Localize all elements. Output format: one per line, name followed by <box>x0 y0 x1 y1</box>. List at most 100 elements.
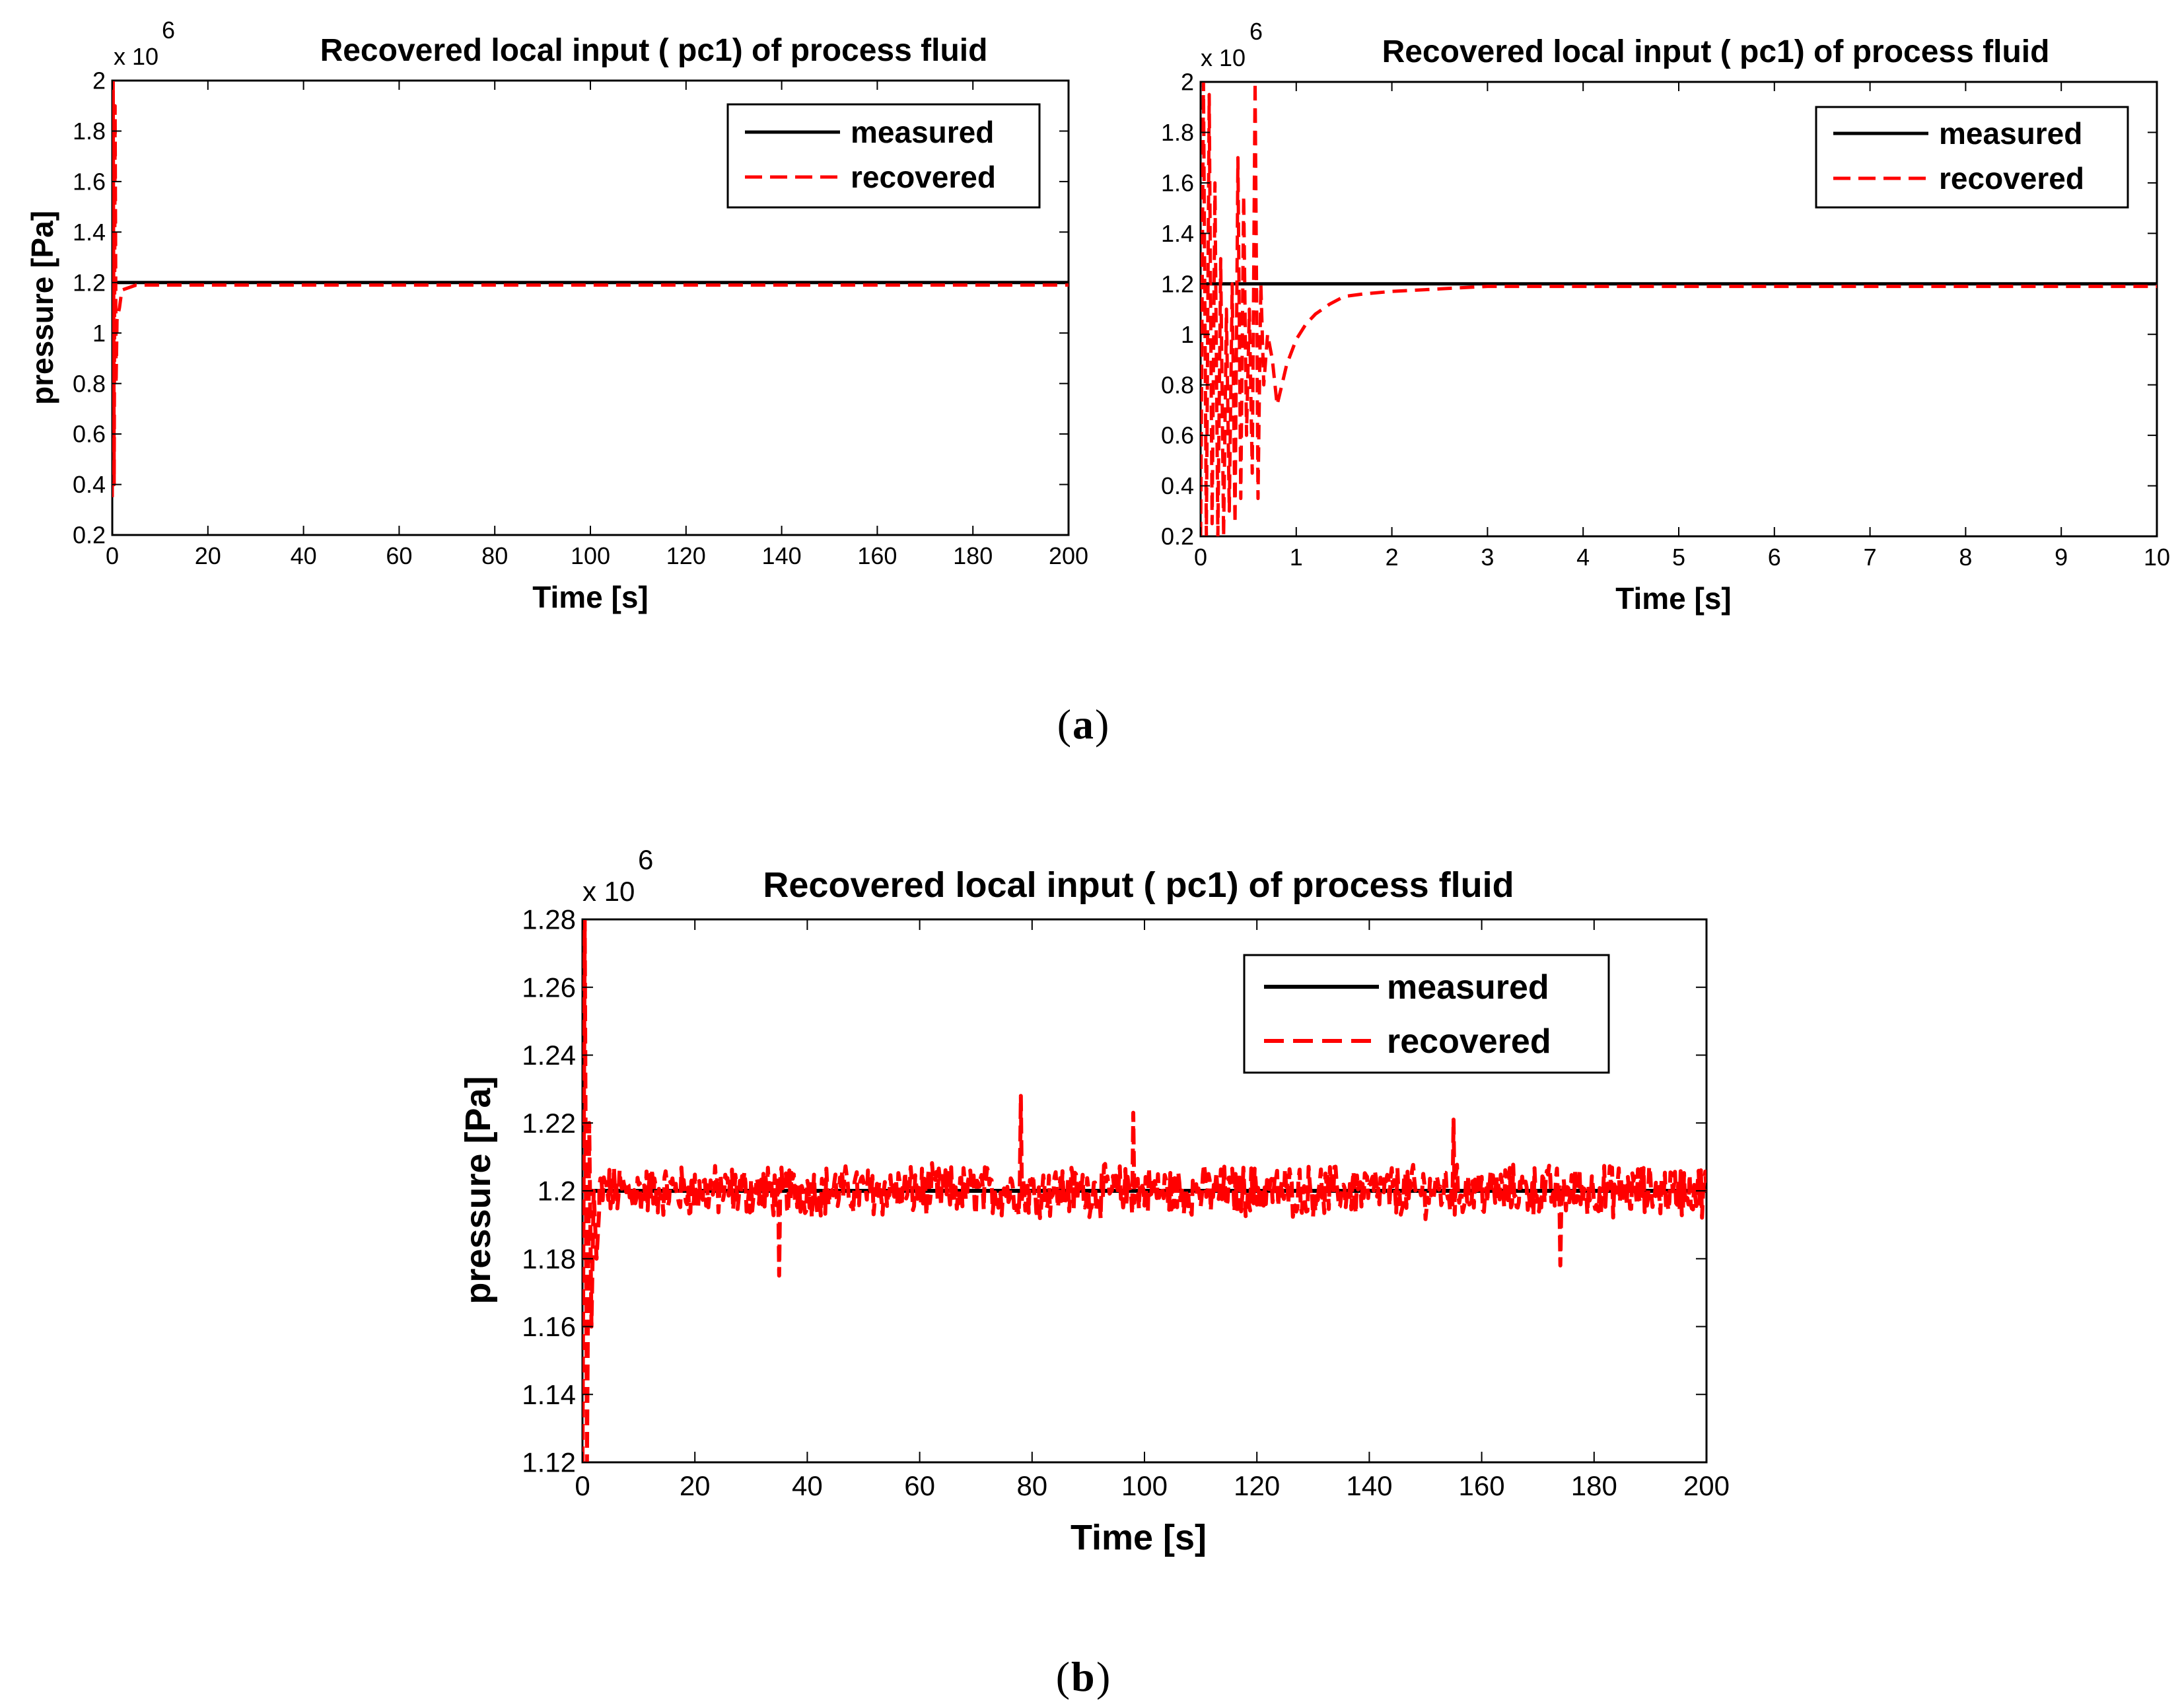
chart-title: Recovered local input ( pc1) of process … <box>1382 34 2050 69</box>
x-tick-label: 10 <box>2144 544 2170 571</box>
y-tick-label: 1.8 <box>73 118 106 145</box>
y-tick-label: 0.4 <box>1161 472 1194 499</box>
legend-box <box>1815 106 2129 209</box>
y-axis-label: pressure [Pa] <box>458 1076 498 1304</box>
x-tick-label: 1 <box>1290 544 1303 571</box>
series-layer <box>582 919 1706 1462</box>
y-tick-label: 2 <box>1181 69 1194 96</box>
y-tick-label: 0.2 <box>1161 523 1194 550</box>
y-tick-label: 0.6 <box>73 421 106 448</box>
y-tick-label: 0.8 <box>73 370 106 397</box>
x-tick-label: 40 <box>792 1470 823 1501</box>
y-tick-label: 0.4 <box>73 471 106 498</box>
x-tick-label: 140 <box>1346 1470 1392 1501</box>
y-tick-label: 1.14 <box>522 1379 576 1410</box>
y-multiplier-exponent: 6 <box>1249 18 1263 45</box>
x-axis-label: Time [s] <box>1071 1518 1207 1557</box>
y-tick-label: 1.2 <box>538 1176 576 1207</box>
y-multiplier: x 10 <box>114 43 158 70</box>
caption-paren-open: ( <box>1056 1653 1070 1700</box>
legend-entry-measured: measured <box>1939 116 2082 151</box>
y-tick-label: 1.18 <box>522 1243 576 1274</box>
chart-title: Recovered local input ( pc1) of process … <box>320 33 988 68</box>
ticks-layer: 0 20 40 60 80 100 120 140 160 180 200 1.12 1.14 1.16 1… <box>522 904 1730 1501</box>
caption-paren-close: ) <box>1095 701 1109 748</box>
y-axis-label: pressure [Pa] <box>25 211 59 405</box>
caption-a: ( a ) <box>1057 701 1109 748</box>
x-tick-label: 20 <box>680 1470 711 1501</box>
x-tick-label: 40 <box>291 542 317 569</box>
y-tick-label: 1.24 <box>522 1040 576 1071</box>
y-tick-label: 1.16 <box>522 1311 576 1342</box>
legend-box <box>1243 954 1610 1074</box>
x-tick-label: 160 <box>857 542 897 569</box>
legend-entry-recovered: recovered <box>1387 1022 1551 1061</box>
series-line-recovered <box>1201 82 2157 536</box>
y-tick-label: 1 <box>1181 321 1194 348</box>
legend-entry-recovered: recovered <box>851 160 996 194</box>
x-axis-label: Time [s] <box>532 580 649 614</box>
x-tick-label: 180 <box>1571 1470 1617 1501</box>
y-tick-label: 0.2 <box>73 522 106 549</box>
x-tick-label: 2 <box>1386 544 1399 571</box>
y-tick-label: 1.12 <box>522 1447 576 1478</box>
legend: measured recovered <box>1815 106 2129 209</box>
y-tick-label: 1.6 <box>73 168 106 195</box>
chart-title: Recovered local input ( pc1) of process … <box>763 865 1514 905</box>
y-multiplier-exponent: 6 <box>162 17 175 44</box>
x-tick-label: 60 <box>386 542 412 569</box>
x-tick-label: 20 <box>195 542 221 569</box>
x-tick-label: 120 <box>1234 1470 1280 1501</box>
x-tick-label: 60 <box>904 1470 935 1501</box>
y-tick-label: 1.26 <box>522 972 576 1003</box>
x-tick-label: 0 <box>575 1470 590 1501</box>
y-tick-label: 1.8 <box>1161 119 1194 146</box>
y-multiplier: x 10 <box>582 876 635 907</box>
caption-letter: a <box>1072 701 1094 748</box>
x-tick-label: 100 <box>571 542 610 569</box>
y-multiplier-exponent: 6 <box>638 844 653 875</box>
ticks-layer: 0 1 2 3 4 5 6 7 8 9 10 0.2 0.4 0.6 0.8 1 1.2 1.4 1.6 1.8 2 <box>1161 69 2170 571</box>
x-tick-label: 3 <box>1481 544 1494 571</box>
ticks-layer: 0 20 40 60 80 100 120 140 160 180 200 0.2 0.4 0.6 0.8 1… <box>73 67 1088 569</box>
y-multiplier: x 10 <box>1201 44 1246 71</box>
legend-entry-recovered: recovered <box>1939 161 2084 196</box>
x-tick-label: 9 <box>2055 544 2068 571</box>
x-tick-label: 140 <box>762 542 802 569</box>
x-tick-label: 7 <box>1864 544 1877 571</box>
x-tick-label: 8 <box>1959 544 1972 571</box>
caption-b: ( b ) <box>1056 1653 1111 1700</box>
legend-box <box>726 103 1041 209</box>
series-line-recovered <box>582 919 1706 1462</box>
x-tick-label: 180 <box>953 542 993 569</box>
caption-paren-close: ) <box>1096 1653 1110 1700</box>
chart-panel-a-right: 0 1 2 3 4 5 6 7 8 9 10 0.2 0.4 0.6 0.8 1 1.2 1.4 1.6 1.8 2 R… <box>1161 18 2170 616</box>
y-tick-label: 1 <box>92 320 106 347</box>
x-tick-label: 160 <box>1459 1470 1505 1501</box>
x-tick-label: 200 <box>1049 542 1088 569</box>
y-tick-label: 2 <box>92 67 106 94</box>
x-tick-label: 0 <box>1194 544 1207 571</box>
y-tick-label: 1.2 <box>73 269 106 296</box>
x-tick-label: 0 <box>106 542 119 569</box>
x-tick-label: 200 <box>1683 1470 1730 1501</box>
y-tick-label: 1.28 <box>522 904 576 935</box>
x-tick-label: 100 <box>1121 1470 1168 1501</box>
legend: measured recovered <box>1243 954 1610 1074</box>
x-tick-label: 5 <box>1672 544 1685 571</box>
x-tick-label: 80 <box>1016 1470 1047 1501</box>
y-tick-label: 1.2 <box>1161 270 1194 297</box>
y-tick-label: 1.4 <box>73 219 106 246</box>
y-tick-label: 1.22 <box>522 1108 576 1139</box>
y-tick-label: 0.8 <box>1161 371 1194 398</box>
y-tick-label: 1.4 <box>1161 220 1194 247</box>
chart-panel-a-left: 0 20 40 60 80 100 120 140 160 180 200 0.2 0.4 0.6 0.8 1… <box>25 17 1088 614</box>
legend: measured recovered <box>726 103 1041 209</box>
caption-paren-open: ( <box>1057 701 1071 748</box>
legend-entry-measured: measured <box>851 115 994 149</box>
x-tick-label: 120 <box>666 542 706 569</box>
x-tick-label: 80 <box>481 542 508 569</box>
x-tick-label: 4 <box>1576 544 1590 571</box>
x-tick-label: 6 <box>1768 544 1781 571</box>
chart-panel-b: 0 20 40 60 80 100 120 140 160 180 200 1.12 1.14 1.16 1… <box>458 844 1730 1557</box>
